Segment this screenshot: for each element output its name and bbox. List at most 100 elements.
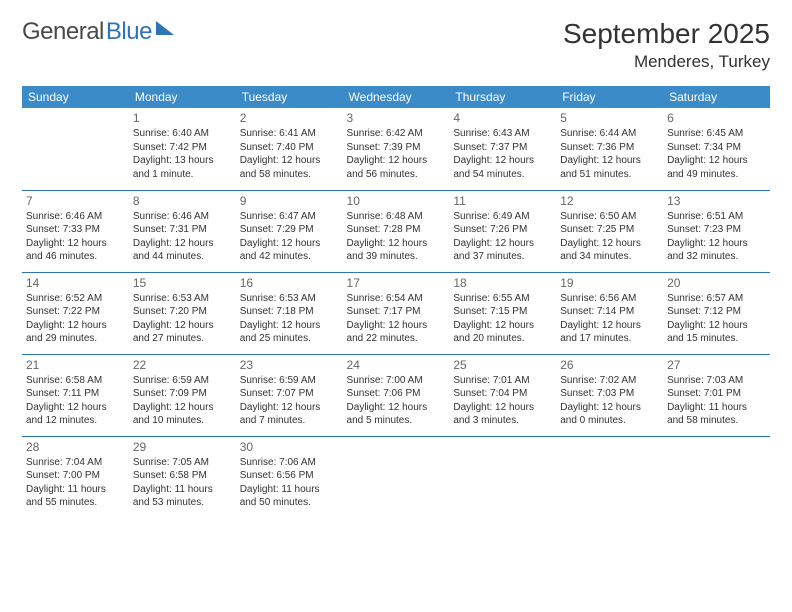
sunset-line: Sunset: 7:15 PM <box>453 305 552 319</box>
calendar-cell: 1Sunrise: 6:40 AMSunset: 7:42 PMDaylight… <box>129 108 236 190</box>
page-title: September 2025 <box>563 18 770 50</box>
weekday-header: Friday <box>556 86 663 108</box>
sunrise-line: Sunrise: 6:53 AM <box>240 292 339 306</box>
sunset-line: Sunset: 7:29 PM <box>240 223 339 237</box>
sunset-line: Sunset: 7:22 PM <box>26 305 125 319</box>
sunset-line: Sunset: 7:37 PM <box>453 141 552 155</box>
triangle-icon <box>156 21 174 35</box>
sunset-line: Sunset: 7:12 PM <box>667 305 766 319</box>
sunrise-line: Sunrise: 7:03 AM <box>667 374 766 388</box>
day-number: 28 <box>26 439 125 455</box>
sunrise-line: Sunrise: 6:41 AM <box>240 127 339 141</box>
calendar-cell: 11Sunrise: 6:49 AMSunset: 7:26 PMDayligh… <box>449 190 556 272</box>
day-number: 18 <box>453 275 552 291</box>
calendar-row: 28Sunrise: 7:04 AMSunset: 7:00 PMDayligh… <box>22 436 770 518</box>
calendar-cell <box>343 436 450 518</box>
calendar-cell: 15Sunrise: 6:53 AMSunset: 7:20 PMDayligh… <box>129 272 236 354</box>
sunset-line: Sunset: 7:04 PM <box>453 387 552 401</box>
header: GeneralBlue September 2025 Menderes, Tur… <box>22 18 770 72</box>
day-number: 5 <box>560 110 659 126</box>
sunset-line: Sunset: 7:18 PM <box>240 305 339 319</box>
calendar-cell: 7Sunrise: 6:46 AMSunset: 7:33 PMDaylight… <box>22 190 129 272</box>
sunrise-line: Sunrise: 6:58 AM <box>26 374 125 388</box>
day-number: 27 <box>667 357 766 373</box>
sunrise-line: Sunrise: 6:45 AM <box>667 127 766 141</box>
daylight-line: Daylight: 12 hours and 46 minutes. <box>26 237 125 264</box>
calendar-cell: 29Sunrise: 7:05 AMSunset: 6:58 PMDayligh… <box>129 436 236 518</box>
calendar-cell: 2Sunrise: 6:41 AMSunset: 7:40 PMDaylight… <box>236 108 343 190</box>
daylight-line: Daylight: 13 hours and 1 minute. <box>133 154 232 181</box>
calendar-cell: 28Sunrise: 7:04 AMSunset: 7:00 PMDayligh… <box>22 436 129 518</box>
day-number: 17 <box>347 275 446 291</box>
daylight-line: Daylight: 11 hours and 50 minutes. <box>240 483 339 510</box>
daylight-line: Daylight: 12 hours and 17 minutes. <box>560 319 659 346</box>
calendar-cell: 10Sunrise: 6:48 AMSunset: 7:28 PMDayligh… <box>343 190 450 272</box>
calendar-cell: 9Sunrise: 6:47 AMSunset: 7:29 PMDaylight… <box>236 190 343 272</box>
day-number: 1 <box>133 110 232 126</box>
calendar-cell: 24Sunrise: 7:00 AMSunset: 7:06 PMDayligh… <box>343 354 450 436</box>
calendar-cell: 18Sunrise: 6:55 AMSunset: 7:15 PMDayligh… <box>449 272 556 354</box>
sunset-line: Sunset: 7:40 PM <box>240 141 339 155</box>
sunrise-line: Sunrise: 6:49 AM <box>453 210 552 224</box>
sunset-line: Sunset: 7:23 PM <box>667 223 766 237</box>
sunrise-line: Sunrise: 6:51 AM <box>667 210 766 224</box>
sunrise-line: Sunrise: 6:40 AM <box>133 127 232 141</box>
day-number: 25 <box>453 357 552 373</box>
day-number: 10 <box>347 193 446 209</box>
weekday-header: Tuesday <box>236 86 343 108</box>
sunrise-line: Sunrise: 7:01 AM <box>453 374 552 388</box>
daylight-line: Daylight: 12 hours and 54 minutes. <box>453 154 552 181</box>
calendar-row: 21Sunrise: 6:58 AMSunset: 7:11 PMDayligh… <box>22 354 770 436</box>
logo: GeneralBlue <box>22 18 174 46</box>
daylight-line: Daylight: 12 hours and 49 minutes. <box>667 154 766 181</box>
sunset-line: Sunset: 7:34 PM <box>667 141 766 155</box>
day-number: 24 <box>347 357 446 373</box>
sunrise-line: Sunrise: 7:00 AM <box>347 374 446 388</box>
logo-text-blue: Blue <box>106 18 152 46</box>
sunset-line: Sunset: 6:56 PM <box>240 469 339 483</box>
sunrise-line: Sunrise: 6:42 AM <box>347 127 446 141</box>
calendar-cell: 8Sunrise: 6:46 AMSunset: 7:31 PMDaylight… <box>129 190 236 272</box>
calendar-table: Sunday Monday Tuesday Wednesday Thursday… <box>22 86 770 518</box>
calendar-cell: 13Sunrise: 6:51 AMSunset: 7:23 PMDayligh… <box>663 190 770 272</box>
sunset-line: Sunset: 7:11 PM <box>26 387 125 401</box>
sunrise-line: Sunrise: 6:56 AM <box>560 292 659 306</box>
sunset-line: Sunset: 7:42 PM <box>133 141 232 155</box>
day-number: 12 <box>560 193 659 209</box>
calendar-cell: 20Sunrise: 6:57 AMSunset: 7:12 PMDayligh… <box>663 272 770 354</box>
sunset-line: Sunset: 7:14 PM <box>560 305 659 319</box>
sunset-line: Sunset: 7:28 PM <box>347 223 446 237</box>
sunset-line: Sunset: 7:17 PM <box>347 305 446 319</box>
sunset-line: Sunset: 7:26 PM <box>453 223 552 237</box>
weekday-header: Thursday <box>449 86 556 108</box>
sunrise-line: Sunrise: 6:48 AM <box>347 210 446 224</box>
daylight-line: Daylight: 12 hours and 20 minutes. <box>453 319 552 346</box>
daylight-line: Daylight: 12 hours and 22 minutes. <box>347 319 446 346</box>
calendar-cell <box>556 436 663 518</box>
sunrise-line: Sunrise: 6:44 AM <box>560 127 659 141</box>
sunrise-line: Sunrise: 6:43 AM <box>453 127 552 141</box>
sunset-line: Sunset: 7:25 PM <box>560 223 659 237</box>
daylight-line: Daylight: 12 hours and 39 minutes. <box>347 237 446 264</box>
day-number: 9 <box>240 193 339 209</box>
sunset-line: Sunset: 7:01 PM <box>667 387 766 401</box>
day-number: 29 <box>133 439 232 455</box>
sunset-line: Sunset: 6:58 PM <box>133 469 232 483</box>
sunrise-line: Sunrise: 6:50 AM <box>560 210 659 224</box>
day-number: 2 <box>240 110 339 126</box>
weekday-header: Monday <box>129 86 236 108</box>
day-number: 7 <box>26 193 125 209</box>
calendar-cell: 21Sunrise: 6:58 AMSunset: 7:11 PMDayligh… <box>22 354 129 436</box>
weekday-header: Saturday <box>663 86 770 108</box>
calendar-cell: 16Sunrise: 6:53 AMSunset: 7:18 PMDayligh… <box>236 272 343 354</box>
calendar-cell: 27Sunrise: 7:03 AMSunset: 7:01 PMDayligh… <box>663 354 770 436</box>
calendar-cell: 23Sunrise: 6:59 AMSunset: 7:07 PMDayligh… <box>236 354 343 436</box>
sunset-line: Sunset: 7:06 PM <box>347 387 446 401</box>
day-number: 14 <box>26 275 125 291</box>
daylight-line: Daylight: 11 hours and 58 minutes. <box>667 401 766 428</box>
calendar-row: 14Sunrise: 6:52 AMSunset: 7:22 PMDayligh… <box>22 272 770 354</box>
daylight-line: Daylight: 12 hours and 58 minutes. <box>240 154 339 181</box>
sunrise-line: Sunrise: 6:54 AM <box>347 292 446 306</box>
daylight-line: Daylight: 11 hours and 55 minutes. <box>26 483 125 510</box>
daylight-line: Daylight: 12 hours and 29 minutes. <box>26 319 125 346</box>
